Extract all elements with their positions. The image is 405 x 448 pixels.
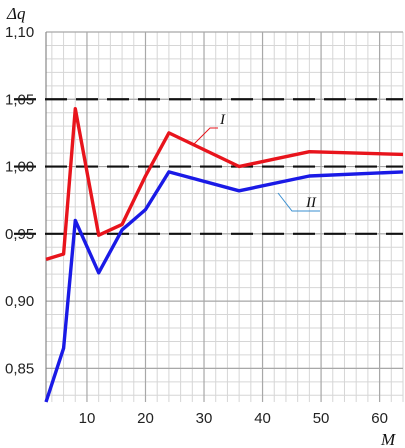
- y-tick-labels: 0,85 0,90 0,95 1,00 1,05 1,10: [5, 24, 34, 377]
- x-axis-label: M: [380, 430, 396, 448]
- x-tick-label: 30: [196, 410, 213, 427]
- y-tick-label: 1,10: [5, 24, 34, 41]
- series-tag-leaders: [192, 127, 320, 212]
- x-tick-label: 40: [254, 410, 271, 427]
- leader-line-I: [192, 127, 218, 146]
- y-axis-label: Δq: [6, 4, 26, 23]
- y-tick-label: 1,05: [5, 91, 34, 108]
- reference-lines: [14, 98, 403, 235]
- x-tick-label: 10: [79, 410, 96, 427]
- y-tick-label: 0,90: [5, 293, 34, 310]
- series-lines: [44, 106, 404, 403]
- series-tag-I: I: [219, 112, 226, 128]
- x-tick-label: 50: [313, 410, 330, 427]
- series-line-I: [45, 106, 404, 262]
- x-tick-label: 20: [137, 410, 154, 427]
- major-grid: [45, 31, 403, 402]
- leader-line-II: [277, 192, 320, 212]
- y-tick-label: 0,95: [5, 226, 34, 243]
- y-tick-label: 0,85: [5, 360, 34, 377]
- minor-grid: [46, 31, 404, 402]
- y-tick-label: 1,00: [5, 159, 34, 176]
- series-tag-II: II: [305, 195, 317, 211]
- x-tick-label: 60: [371, 410, 388, 427]
- x-tick-labels: 10 20 30 40 50 60: [79, 410, 388, 427]
- series-line-II: [44, 170, 404, 403]
